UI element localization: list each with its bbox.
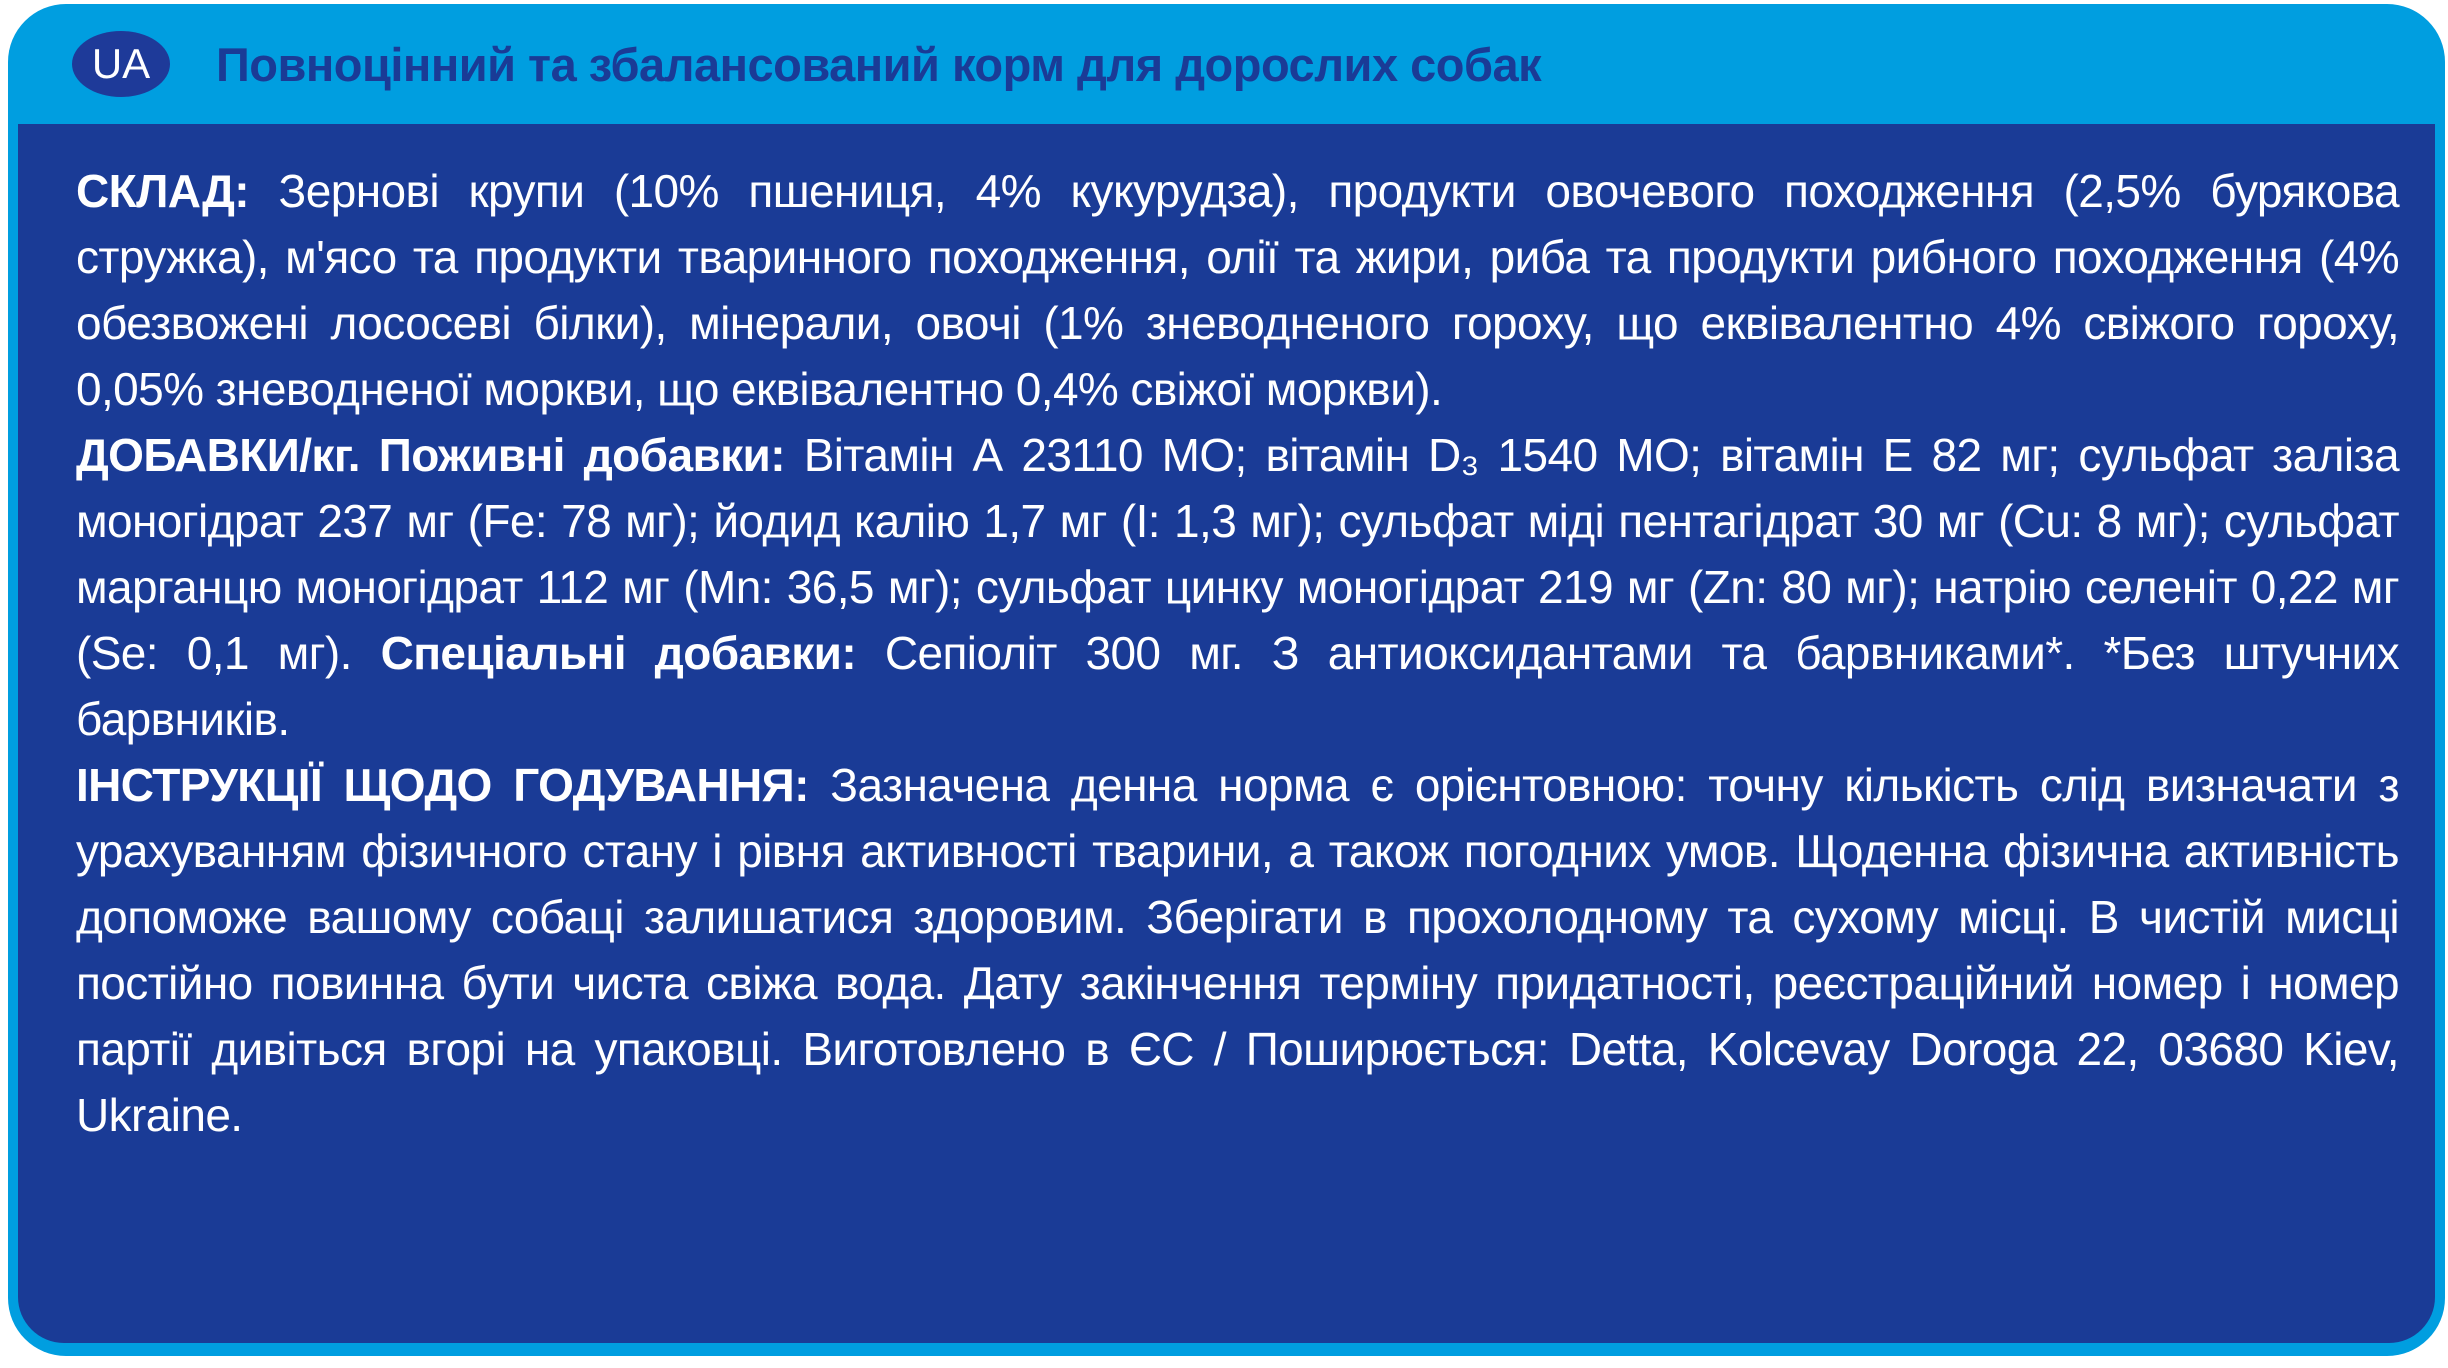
special-additives-text: Сепіоліт 300 мг. З антиоксидантами та ба…: [76, 627, 2400, 745]
composition-paragraph: СКЛАД: Зернові крупи (10% пшениця, 4% ку…: [76, 158, 2400, 422]
feeding-instructions-text: Зазначена денна норма є орієнтовною: точ…: [76, 759, 2400, 1141]
composition-heading: СКЛАД:: [76, 165, 250, 217]
ua-language-badge: UA: [72, 31, 170, 97]
ua-badge-text: UA: [91, 40, 151, 87]
label-body: СКЛАД: Зернові крупи (10% пшениця, 4% ку…: [18, 124, 2435, 1343]
label-card: UA Повноцінний та збалансований корм для…: [8, 4, 2445, 1356]
additives-nutritional-text: Вітамін А 23110 МО; вітамін D₃ 1540 МО; …: [76, 429, 2400, 679]
label-header: UA Повноцінний та збалансований корм для…: [8, 4, 2445, 124]
feeding-instructions-heading: ІНСТРУКЦІЇ ЩОДО ГОДУВАННЯ:: [76, 759, 809, 811]
additives-heading: ДОБАВКИ/кг. Поживні добавки:: [76, 429, 786, 481]
special-additives-heading: Спеціальні добавки:: [380, 627, 857, 679]
composition-text: Зернові крупи (10% пшениця, 4% кукурудза…: [76, 165, 2400, 415]
product-title: Повноцінний та збалансований корм для до…: [216, 37, 1542, 91]
feeding-instructions-paragraph: ІНСТРУКЦІЇ ЩОДО ГОДУВАННЯ: Зазначена ден…: [76, 752, 2400, 1148]
additives-paragraph: ДОБАВКИ/кг. Поживні добавки: Вітамін А 2…: [76, 422, 2400, 752]
